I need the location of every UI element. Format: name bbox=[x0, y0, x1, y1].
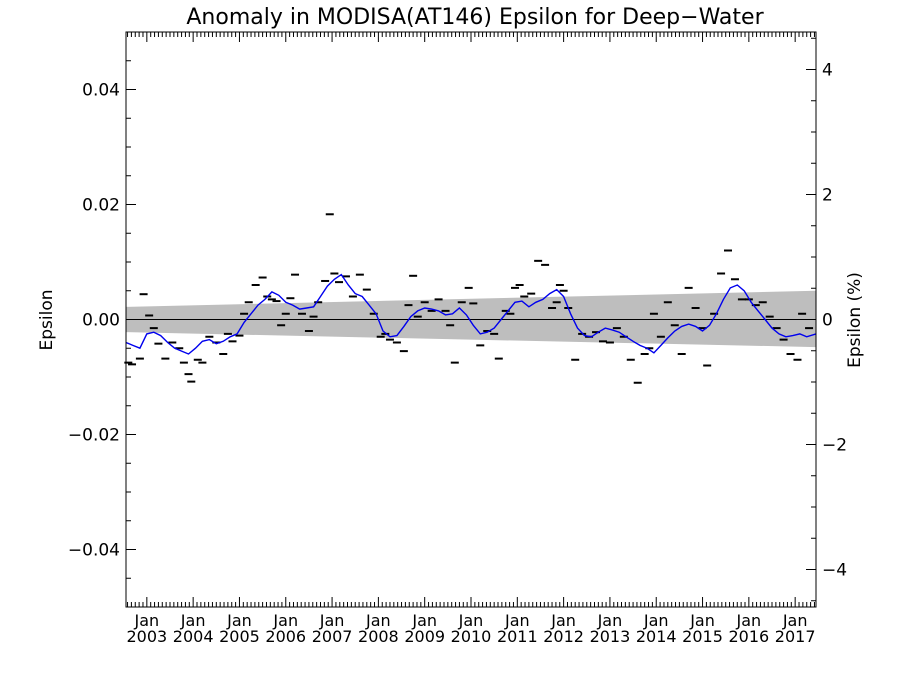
x-tick-year-label: 2009 bbox=[404, 627, 445, 646]
y2-tick-label: 2 bbox=[822, 186, 833, 206]
x-tick-month-label: Jan bbox=[689, 611, 715, 630]
y2-tick-label: −4 bbox=[822, 561, 847, 581]
smoothed-series-line bbox=[125, 273, 817, 355]
y2-tick-label: 4 bbox=[822, 61, 833, 81]
x-tick-year-label: 2004 bbox=[173, 627, 214, 646]
series-layer bbox=[124, 213, 817, 384]
y2-tick-label: 0 bbox=[822, 311, 833, 331]
confidence-band-layer bbox=[126, 290, 816, 348]
x-tick-month-label: Jan bbox=[319, 611, 345, 630]
x-tick-month-label: Jan bbox=[736, 611, 762, 630]
x-tick-month-label: Jan bbox=[458, 611, 484, 630]
x-tick-year-label: 2011 bbox=[497, 627, 538, 646]
x-tick-year-label: 2013 bbox=[590, 627, 631, 646]
confidence-band bbox=[126, 290, 816, 348]
axes-layer: −0.04−0.020.000.020.04−4−2024Jan2003Jan2… bbox=[68, 31, 847, 646]
x-tick-year-label: 2016 bbox=[728, 627, 769, 646]
y-tick-label: −0.04 bbox=[68, 541, 120, 561]
y2-tick-label: −2 bbox=[822, 436, 847, 456]
x-tick-month-label: Jan bbox=[643, 611, 669, 630]
x-tick-month-label: Jan bbox=[272, 611, 298, 630]
x-tick-year-label: 2015 bbox=[682, 627, 723, 646]
x-tick-month-label: Jan bbox=[550, 611, 576, 630]
x-tick-month-label: Jan bbox=[180, 611, 206, 630]
x-tick-year-label: 2007 bbox=[312, 627, 353, 646]
y-axis-label: Epsilon bbox=[37, 289, 57, 350]
x-tick-year-label: 2012 bbox=[543, 627, 584, 646]
x-tick-month-label: Jan bbox=[226, 611, 252, 630]
x-tick-month-label: Jan bbox=[782, 611, 808, 630]
chart-title: Anomaly in MODISA(AT146) Epsilon for Dee… bbox=[186, 5, 764, 30]
x-tick-month-label: Jan bbox=[504, 611, 530, 630]
x-tick-year-label: 2006 bbox=[265, 627, 306, 646]
x-tick-year-label: 2014 bbox=[636, 627, 677, 646]
x-tick-year-label: 2003 bbox=[126, 627, 167, 646]
y-tick-label: 0.04 bbox=[82, 81, 120, 101]
y-tick-label: −0.02 bbox=[68, 426, 120, 446]
x-tick-month-label: Jan bbox=[134, 611, 160, 630]
x-tick-year-label: 2017 bbox=[775, 627, 816, 646]
x-tick-month-label: Jan bbox=[365, 611, 391, 630]
x-tick-year-label: 2008 bbox=[358, 627, 399, 646]
y2-axis-label: Epsilon (%) bbox=[845, 272, 865, 368]
x-tick-month-label: Jan bbox=[411, 611, 437, 630]
y-tick-label: 0.00 bbox=[82, 311, 120, 331]
x-tick-year-label: 2005 bbox=[219, 627, 260, 646]
x-tick-month-label: Jan bbox=[597, 611, 623, 630]
y-tick-label: 0.02 bbox=[82, 196, 120, 216]
x-tick-year-label: 2010 bbox=[451, 627, 492, 646]
